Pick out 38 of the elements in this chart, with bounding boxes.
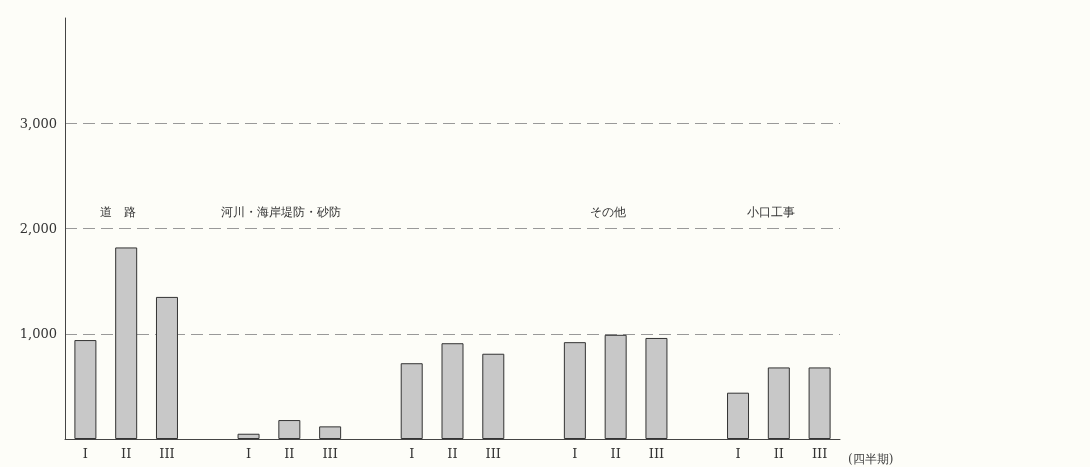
bar: [563, 342, 586, 439]
bar: [441, 343, 464, 439]
x-axis-title: (四半期): [848, 452, 894, 466]
x-tick-label: I: [572, 446, 578, 461]
bar: [482, 353, 505, 439]
annotation: 小口工事: [746, 205, 795, 219]
annotation: その他: [589, 205, 626, 219]
y-tick-label: 2,000: [19, 221, 57, 236]
x-tick-label: III: [811, 446, 828, 461]
x-tick-label: II: [121, 446, 132, 461]
x-tick-label: III: [648, 446, 665, 461]
x-tick-label: III: [322, 446, 338, 461]
x-tick-label: I: [409, 446, 415, 461]
x-tick-label: II: [284, 446, 295, 461]
annotation: 河川・海岸堤防・砂防: [221, 205, 342, 219]
x-tick-label: II: [773, 446, 784, 461]
y-tick-label: 1,000: [19, 326, 57, 342]
bar: [74, 340, 97, 439]
x-tick-label: I: [82, 446, 88, 461]
bar: [319, 426, 342, 439]
bar: [237, 433, 260, 439]
bar: [727, 392, 750, 439]
bar: [767, 367, 790, 439]
y-tick-label: 3,000: [19, 115, 57, 131]
bar: [604, 334, 627, 439]
x-tick-label: III: [485, 446, 501, 461]
bar: [400, 363, 423, 439]
bar: [645, 337, 668, 439]
bar: [808, 367, 831, 439]
x-tick-label: I: [735, 446, 741, 461]
bar: [115, 247, 138, 439]
x-tick-label: III: [159, 446, 175, 461]
bar: [278, 420, 301, 439]
bar: [155, 296, 178, 439]
annotation: 道 路: [100, 205, 137, 219]
x-tick-label: II: [610, 446, 621, 461]
x-tick-label: II: [447, 446, 458, 461]
x-tick-label: I: [245, 446, 252, 461]
